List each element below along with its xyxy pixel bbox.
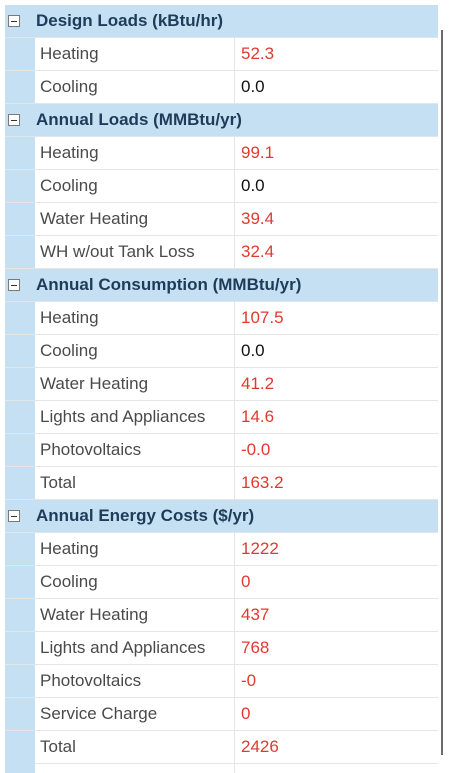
collapse-toggle-icon[interactable] — [8, 279, 20, 291]
property-value[interactable]: 41.2 — [241, 374, 275, 393]
row-gutter — [5, 302, 35, 334]
property-value[interactable]: 0.0 — [241, 341, 265, 360]
scrollbar-thumb[interactable] — [441, 30, 443, 755]
property-row[interactable]: Heating 99.1 — [5, 137, 438, 170]
property-name: Cooling — [35, 71, 235, 103]
collapse-toggle-icon[interactable] — [8, 510, 20, 522]
category-title: Design Loads (kBtu/hr) — [36, 11, 224, 30]
property-row[interactable]: Water Heating 437 — [5, 599, 438, 632]
property-row[interactable]: Cooling 0 — [5, 566, 438, 599]
collapse-toggle-icon[interactable] — [8, 15, 20, 27]
property-name: Heating — [35, 38, 235, 70]
property-name: Water Heating — [35, 599, 235, 631]
property-name: Heating — [35, 137, 235, 169]
row-gutter — [5, 467, 35, 499]
property-value[interactable]: 437 — [241, 605, 270, 624]
row-gutter — [5, 203, 35, 235]
property-row[interactable]: Cooling 0.0 — [5, 71, 438, 104]
property-value[interactable]: -0.0 — [241, 440, 271, 459]
row-gutter — [5, 632, 35, 664]
property-name: Water Heating — [35, 368, 235, 400]
row-gutter — [5, 698, 35, 730]
property-row[interactable]: Lights and Appliances 768 — [5, 632, 438, 665]
property-value[interactable]: 14.6 — [241, 407, 275, 426]
property-name: Total — [35, 467, 235, 499]
row-gutter — [5, 335, 35, 367]
property-name: Total — [35, 731, 235, 763]
property-row[interactable]: Photovoltaics -0 — [5, 665, 438, 698]
property-value[interactable]: 0 — [241, 572, 251, 591]
property-value[interactable]: 1222 — [241, 539, 279, 558]
property-row[interactable]: Water Heating 39.4 — [5, 203, 438, 236]
property-name: Photovoltaics — [35, 434, 235, 466]
property-name: Heating — [35, 533, 235, 565]
property-name: Heating — [35, 302, 235, 334]
row-gutter — [5, 38, 35, 70]
row-gutter — [5, 665, 35, 697]
row-gutter — [5, 137, 35, 169]
property-value[interactable]: 99.1 — [241, 143, 275, 162]
category-title: Annual Energy Costs ($/yr) — [36, 506, 255, 525]
property-value[interactable]: 0.0 — [241, 176, 265, 195]
property-name: Lights and Appliances — [35, 401, 235, 433]
category-header[interactable]: Design Loads (kBtu/hr) — [5, 5, 438, 38]
row-gutter — [5, 71, 35, 103]
property-name: Cooling — [35, 335, 235, 367]
property-value[interactable]: 107.5 — [241, 308, 284, 327]
property-value[interactable]: 768 — [241, 638, 270, 657]
property-name: Photovoltaics — [35, 665, 235, 697]
row-gutter — [5, 566, 35, 598]
row-gutter — [5, 236, 35, 268]
property-row[interactable]: WH w/out Tank Loss 32.4 — [5, 236, 438, 269]
property-value[interactable]: 0.0 — [241, 77, 265, 96]
row-gutter — [5, 401, 35, 433]
grid-empty-area — [5, 753, 438, 773]
collapse-toggle-icon[interactable] — [8, 114, 20, 126]
property-row[interactable]: Cooling 0.0 — [5, 335, 438, 368]
property-row[interactable]: Service Charge 0 — [5, 698, 438, 731]
property-value[interactable]: 2426 — [241, 737, 279, 756]
row-gutter — [5, 434, 35, 466]
property-row[interactable]: Heating 1222 — [5, 533, 438, 566]
property-name: Water Heating — [35, 203, 235, 235]
property-name: Cooling — [35, 170, 235, 202]
empty-name-cell — [35, 753, 235, 773]
property-name: WH w/out Tank Loss — [35, 236, 235, 268]
row-gutter — [5, 170, 35, 202]
property-row[interactable]: Heating 52.3 — [5, 38, 438, 71]
property-row[interactable]: Total 163.2 — [5, 467, 438, 500]
property-row[interactable]: Cooling 0.0 — [5, 170, 438, 203]
property-row[interactable]: Heating 107.5 — [5, 302, 438, 335]
property-name: Service Charge — [35, 698, 235, 730]
property-grid: Design Loads (kBtu/hr) Heating 52.3 Cooling… — [5, 5, 438, 764]
category-title: Annual Loads (MMBtu/yr) — [36, 110, 242, 129]
row-gutter — [5, 533, 35, 565]
property-row[interactable]: Lights and Appliances 14.6 — [5, 401, 438, 434]
property-row[interactable]: Photovoltaics -0.0 — [5, 434, 438, 467]
category-header[interactable]: Annual Consumption (MMBtu/yr) — [5, 269, 438, 302]
property-value[interactable]: -0 — [241, 671, 257, 690]
property-name: Cooling — [35, 566, 235, 598]
empty-value-cell — [235, 753, 438, 773]
category-header[interactable]: Annual Energy Costs ($/yr) — [5, 500, 438, 533]
vertical-scrollbar[interactable] — [438, 5, 446, 773]
row-gutter — [5, 368, 35, 400]
property-value[interactable]: 39.4 — [241, 209, 275, 228]
row-gutter — [5, 599, 35, 631]
property-value[interactable]: 52.3 — [241, 44, 275, 63]
category-header[interactable]: Annual Loads (MMBtu/yr) — [5, 104, 438, 137]
property-value[interactable]: 0 — [241, 704, 251, 723]
property-value[interactable]: 32.4 — [241, 242, 275, 261]
property-name: Lights and Appliances — [35, 632, 235, 664]
property-value[interactable]: 163.2 — [241, 473, 284, 492]
grid-gutter — [5, 753, 35, 773]
category-title: Annual Consumption (MMBtu/yr) — [36, 275, 302, 294]
property-row[interactable]: Water Heating 41.2 — [5, 368, 438, 401]
